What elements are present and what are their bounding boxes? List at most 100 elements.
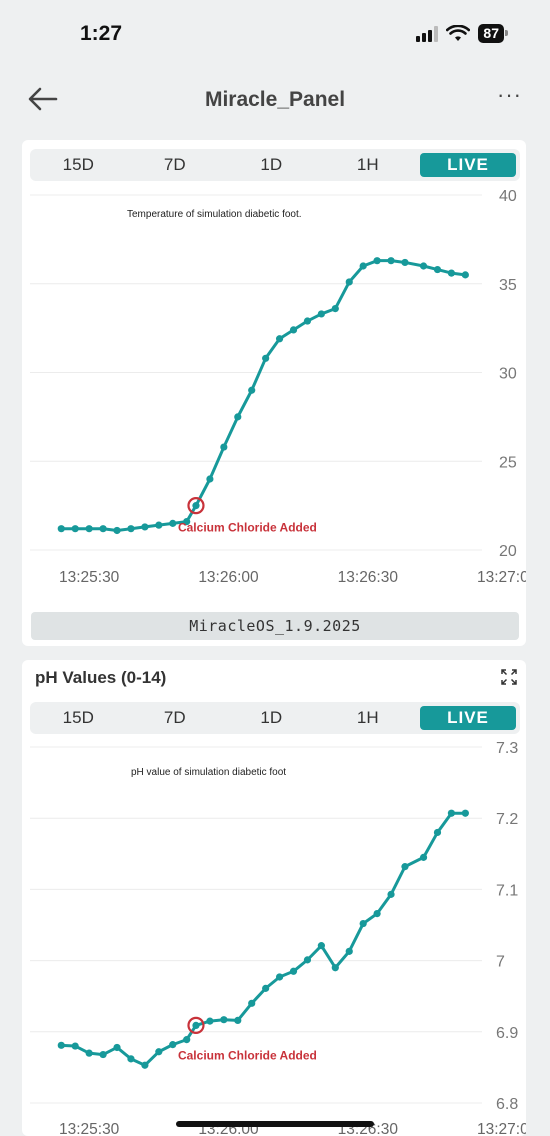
data-point xyxy=(169,519,177,527)
status-icons: 87 xyxy=(416,24,508,43)
data-point xyxy=(359,262,367,270)
status-time: 1:27 xyxy=(80,22,123,45)
app-header: Miracle_Panel ··· xyxy=(0,70,550,132)
x-tick-label: 13:26:30 xyxy=(338,569,399,586)
annotation-label: Calcium Chloride Added xyxy=(178,521,317,535)
data-point xyxy=(447,269,456,277)
data-point xyxy=(192,502,200,510)
data-point xyxy=(141,523,149,531)
x-tick-label: 13:27:00 xyxy=(477,569,526,586)
data-point xyxy=(303,317,312,325)
data-point xyxy=(289,326,298,334)
tab-live[interactable]: LIVE xyxy=(420,153,516,177)
y-tick-label: 6.8 xyxy=(496,1096,518,1113)
annotation-label: Calcium Chloride Added xyxy=(178,1048,317,1062)
page-title: Miracle_Panel xyxy=(204,88,346,111)
data-point xyxy=(155,1048,163,1056)
data-point xyxy=(317,942,325,950)
firmware-version-bar: MiracleOS_1.9.2025 xyxy=(31,612,519,640)
data-point xyxy=(433,265,442,274)
tab-1d[interactable]: 1D xyxy=(260,708,283,727)
y-tick-label: 40 xyxy=(499,188,517,205)
y-tick-label: 25 xyxy=(499,454,517,471)
data-point xyxy=(275,973,284,981)
wifi-icon xyxy=(446,24,471,41)
ph-chart: 6.86.977.17.27.313:25:30 13:26:00 13:26:30… xyxy=(30,740,526,1136)
y-tick-label: 7.1 xyxy=(496,882,518,899)
data-point xyxy=(303,956,312,964)
data-point xyxy=(433,828,442,837)
tab-15d[interactable]: 15D xyxy=(62,708,94,727)
y-tick-label: 7.3 xyxy=(496,740,518,757)
data-point xyxy=(234,413,242,421)
x-tick-label: 13:26:00 xyxy=(198,569,259,586)
data-point xyxy=(262,984,270,992)
tab-7d[interactable]: 7D xyxy=(163,155,186,174)
temperature-chart: 20 25 30 35 40 13:25:30 13:26:00 13:26:30 13:27:… xyxy=(30,188,526,586)
data-point xyxy=(169,1041,177,1049)
data-point xyxy=(192,1021,200,1029)
time-range-tabs: 15D 7D 1D 1H LIVE xyxy=(30,702,520,734)
time-range-tabs: 15D 7D 1D 1H LIVE xyxy=(30,149,520,181)
data-point xyxy=(234,1016,242,1025)
data-point xyxy=(331,305,339,313)
y-tick-label: 30 xyxy=(499,366,517,383)
series-line xyxy=(61,811,466,1067)
expand-icon[interactable] xyxy=(500,668,518,686)
tab-1d[interactable]: 1D xyxy=(260,155,283,174)
chart-title: pH value of simulation diabetic foot xyxy=(131,767,286,778)
y-tick-label: 20 xyxy=(499,543,517,560)
data-point xyxy=(419,262,428,270)
status-bar: 1:27 87 xyxy=(0,0,550,70)
data-point xyxy=(206,475,214,483)
y-tick-label: 6.9 xyxy=(496,1025,518,1042)
data-point xyxy=(345,947,353,955)
data-point xyxy=(155,521,163,529)
tab-1h[interactable]: 1H xyxy=(356,708,379,727)
y-tick-label: 7.2 xyxy=(496,811,518,828)
data-point xyxy=(262,354,270,362)
data-point xyxy=(220,443,228,451)
tab-1h[interactable]: 1H xyxy=(356,155,379,174)
data-point xyxy=(71,1042,79,1050)
data-point xyxy=(447,809,456,817)
data-point xyxy=(331,964,339,972)
y-tick-label: 7 xyxy=(496,954,505,971)
data-point xyxy=(57,1041,65,1049)
back-arrow-icon[interactable] xyxy=(26,84,60,114)
data-point xyxy=(461,809,469,817)
battery-indicator: 87 xyxy=(478,24,508,43)
ph-card: pH Values (0-14) 15D 7D 1D 1H LIVE 6.8 6.… xyxy=(22,660,526,1136)
ph-card-title: pH Values (0-14) xyxy=(35,668,167,687)
chart-title: Temperature of simulation diabetic foot. xyxy=(127,209,302,220)
data-point xyxy=(127,525,135,533)
data-point xyxy=(206,1017,214,1025)
more-options-icon[interactable]: ··· xyxy=(497,82,522,107)
data-point xyxy=(387,890,395,898)
data-point xyxy=(373,910,381,918)
data-point xyxy=(373,257,381,265)
data-point xyxy=(99,525,107,533)
tab-15d[interactable]: 15D xyxy=(62,155,94,174)
home-indicator xyxy=(176,1121,374,1127)
tab-live[interactable]: LIVE xyxy=(420,706,516,730)
annotation-marker xyxy=(187,1016,205,1034)
data-point xyxy=(401,863,409,871)
x-tick-label: 13:25:30 xyxy=(59,1121,120,1136)
data-point xyxy=(183,518,191,526)
data-point xyxy=(113,1043,121,1052)
data-point xyxy=(141,1061,149,1069)
temperature-card: 15D 7D 1D 1H LIVE 20 25 30 35 40 13:25:30 13:2… xyxy=(22,140,526,646)
data-point xyxy=(127,1055,135,1063)
data-point xyxy=(85,1049,93,1057)
data-point xyxy=(419,853,428,861)
data-point xyxy=(461,271,469,279)
tab-7d[interactable]: 7D xyxy=(163,708,186,727)
data-point xyxy=(85,525,93,533)
data-point xyxy=(113,526,121,535)
data-point xyxy=(57,525,65,533)
data-point xyxy=(220,1016,228,1024)
y-tick-label: 35 xyxy=(499,277,517,294)
x-tick-label: 13:25:30 xyxy=(59,569,120,586)
x-tick-label: 13:27:00 xyxy=(477,1121,526,1136)
